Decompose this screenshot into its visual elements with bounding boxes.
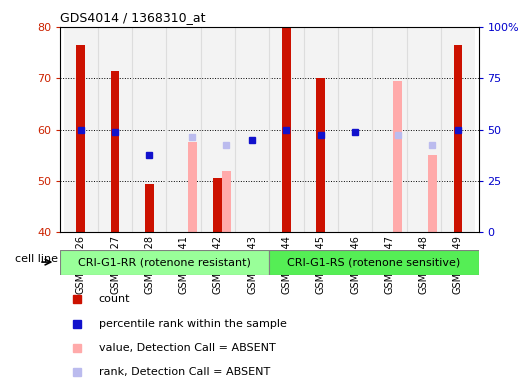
Text: CRI-G1-RR (rotenone resistant): CRI-G1-RR (rotenone resistant) bbox=[78, 257, 251, 267]
Bar bbox=[235, 27, 269, 232]
Bar bbox=[98, 27, 132, 232]
Bar bbox=[406, 27, 441, 232]
Text: CRI-G1-RS (rotenone sensitive): CRI-G1-RS (rotenone sensitive) bbox=[287, 257, 461, 267]
Bar bbox=[441, 27, 475, 232]
Bar bbox=[213, 179, 222, 232]
Text: percentile rank within the sample: percentile rank within the sample bbox=[99, 319, 287, 329]
Bar bbox=[453, 45, 462, 232]
Bar bbox=[393, 81, 402, 232]
Bar bbox=[201, 27, 235, 232]
Bar bbox=[372, 27, 406, 232]
Bar bbox=[304, 27, 338, 232]
Bar bbox=[64, 27, 98, 232]
Bar bbox=[145, 184, 154, 232]
Bar bbox=[282, 27, 291, 232]
Bar bbox=[76, 45, 85, 232]
Text: value, Detection Call = ABSENT: value, Detection Call = ABSENT bbox=[99, 343, 276, 353]
Bar bbox=[188, 142, 197, 232]
Bar bbox=[338, 27, 372, 232]
Text: rank, Detection Call = ABSENT: rank, Detection Call = ABSENT bbox=[99, 367, 270, 377]
Bar bbox=[132, 27, 166, 232]
Bar bbox=[269, 27, 304, 232]
Text: cell line: cell line bbox=[15, 254, 58, 264]
Bar bbox=[110, 71, 119, 232]
Bar bbox=[428, 155, 437, 232]
Bar bbox=[269, 250, 479, 275]
Bar bbox=[166, 27, 201, 232]
Text: GDS4014 / 1368310_at: GDS4014 / 1368310_at bbox=[60, 11, 206, 24]
Text: count: count bbox=[99, 294, 130, 304]
Bar bbox=[222, 170, 231, 232]
Bar bbox=[60, 250, 269, 275]
Bar bbox=[316, 78, 325, 232]
